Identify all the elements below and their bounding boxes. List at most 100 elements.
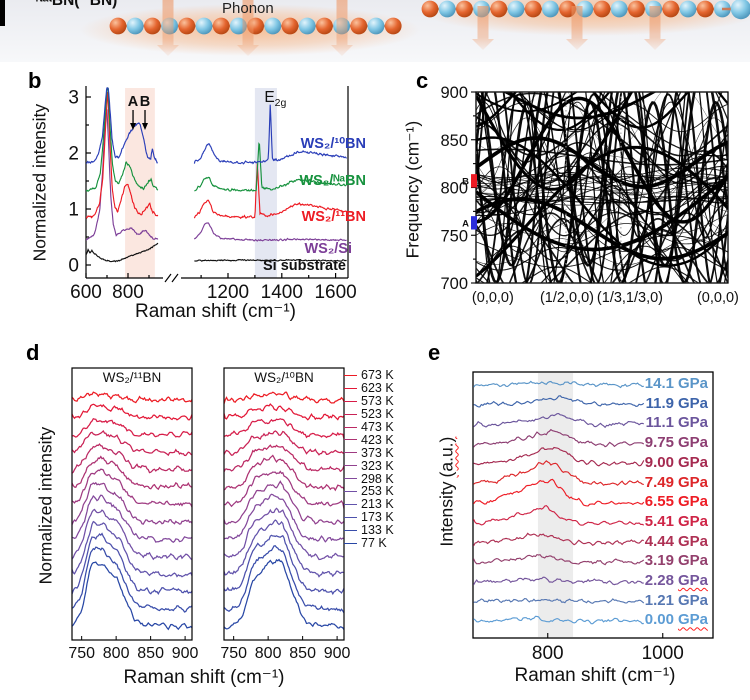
pressure-unit: GPa <box>677 473 708 491</box>
legend-swatch <box>344 516 357 518</box>
pressure-curve <box>473 478 645 507</box>
panel-d-x-axis-label: Raman shift (cm⁻¹) <box>123 667 285 688</box>
legend-swatch <box>344 529 357 531</box>
boron-atom <box>593 0 611 18</box>
x-tick-label: 850 <box>137 645 164 662</box>
x-tick-label: 1600 <box>314 282 356 303</box>
boron-atom <box>281 17 299 35</box>
panel-e-ylabel-text: Intensity <box>436 481 457 547</box>
legend-label: 133 K <box>361 523 394 538</box>
legend-item: 623 K <box>344 381 394 395</box>
nitrogen-atom <box>679 0 697 18</box>
legend-label: 173 K <box>361 510 394 525</box>
y-tick-label: 800 <box>440 180 468 198</box>
pressure-unit: GPa <box>677 375 708 392</box>
temperature-curve <box>72 455 192 491</box>
legend-swatch <box>344 503 357 505</box>
pressure-unit: GPa <box>677 414 708 432</box>
phonon-bands <box>476 92 728 283</box>
temperature-curve <box>72 481 192 525</box>
boron-atom <box>696 0 714 18</box>
legend-label: 373 K <box>361 445 394 460</box>
pressure-curve <box>473 615 644 625</box>
mode-marker-label: A <box>462 218 469 229</box>
series-ws2-si <box>86 109 347 242</box>
temperature-curve <box>72 532 192 596</box>
pressure-label: 2.28 GPa <box>645 572 708 589</box>
series-label-si-substrate: Si substrate <box>263 258 346 274</box>
pressure-curve <box>473 395 645 408</box>
series-label-ws2-natbn: WS₂/ᴺᵃBN <box>299 173 366 189</box>
pressure-label: 4.44 GPa <box>645 533 708 550</box>
legend-item: 253 K <box>344 484 394 498</box>
temperature-curve <box>72 430 192 457</box>
series-ws2-10bn <box>86 87 347 165</box>
pressure-curve <box>473 532 644 547</box>
y-tick-label: 850 <box>440 132 468 150</box>
panel-d-temperature-plot-10bn: 750 800 850 900 <box>220 367 351 662</box>
temperature-curve <box>224 507 344 561</box>
pressure-unit: GPa <box>677 394 708 412</box>
y-tick-label: 2 <box>68 144 79 165</box>
legend-item: 673 K <box>344 368 394 382</box>
x-tick-label: 1400 <box>261 282 303 303</box>
atom-chain-left <box>109 17 402 35</box>
mode-marker-a <box>471 216 477 230</box>
x-tick-label: 850 <box>289 645 316 662</box>
temperature-curve <box>224 558 344 630</box>
boron-atom <box>490 0 508 18</box>
pressure-value: 9.75 <box>644 434 674 452</box>
series-si-substrate <box>86 242 347 263</box>
nitrogen-atom <box>542 0 559 18</box>
phonon-arrow-down-icon <box>157 0 179 56</box>
k-point-gridlines <box>565 92 622 283</box>
boron-atom <box>628 0 645 18</box>
temperature-curve <box>224 444 344 473</box>
legend-label: 473 K <box>361 420 394 435</box>
temperature-curve <box>224 403 344 421</box>
nitrogen-atom <box>730 0 750 20</box>
boron-atom <box>144 17 161 35</box>
legend-item: 323 K <box>344 459 394 473</box>
pressure-label: 6.55 GPa <box>645 493 708 510</box>
nitrogen-atom <box>298 17 316 35</box>
x-tick-label: 750 <box>68 645 95 662</box>
x-tick-label: 750 <box>220 645 247 662</box>
k-point-label: (0,0,0) <box>697 290 739 306</box>
temperature-curve <box>72 508 192 561</box>
boron-atom <box>316 17 333 35</box>
pressure-value: 9.00 <box>644 453 674 471</box>
pressure-value: 4.44 <box>644 532 674 550</box>
y-tick-label: 3 <box>68 88 79 109</box>
pressure-value: 2.28 <box>644 572 674 589</box>
temperature-curve <box>72 468 192 508</box>
legend-item: 523 K <box>344 407 394 422</box>
spectra-curves <box>86 87 348 263</box>
legend-label: 523 K <box>361 407 394 422</box>
boron-atom <box>212 17 230 35</box>
legend-item: 77 K <box>344 536 394 551</box>
k-point-label: (0,0,0) <box>472 290 514 306</box>
boron-atom <box>384 17 402 35</box>
temperature-curve <box>72 417 192 438</box>
plot-border <box>472 371 714 639</box>
pressure-label: 5.41 GPa <box>645 513 708 530</box>
phonon-arrow-down-icon <box>331 0 353 56</box>
legend-item: 473 K <box>344 420 394 435</box>
mode-marker-b <box>471 174 477 188</box>
pressure-unit: GPa <box>677 552 708 570</box>
legend-swatch <box>344 465 357 467</box>
boron-atom <box>421 0 439 18</box>
panel-a-schematic: ᴺᵃᵗBN(¹¹BN) Phonon <box>0 0 750 62</box>
y-tick-label: 0 <box>68 256 79 277</box>
legend-label: 298 K <box>361 471 394 486</box>
pressure-curves <box>473 380 645 625</box>
y-tick-label: 900 <box>440 84 468 102</box>
pressure-curve <box>473 460 644 486</box>
phonon-arrow-down-icon <box>237 0 259 56</box>
legend-swatch <box>344 400 357 402</box>
legend-label: 77 K <box>361 536 387 551</box>
panel-e-pressure-plot: 800 1000 <box>472 371 714 664</box>
pressure-curve <box>473 553 645 566</box>
pressure-unit: GPa <box>677 493 708 511</box>
